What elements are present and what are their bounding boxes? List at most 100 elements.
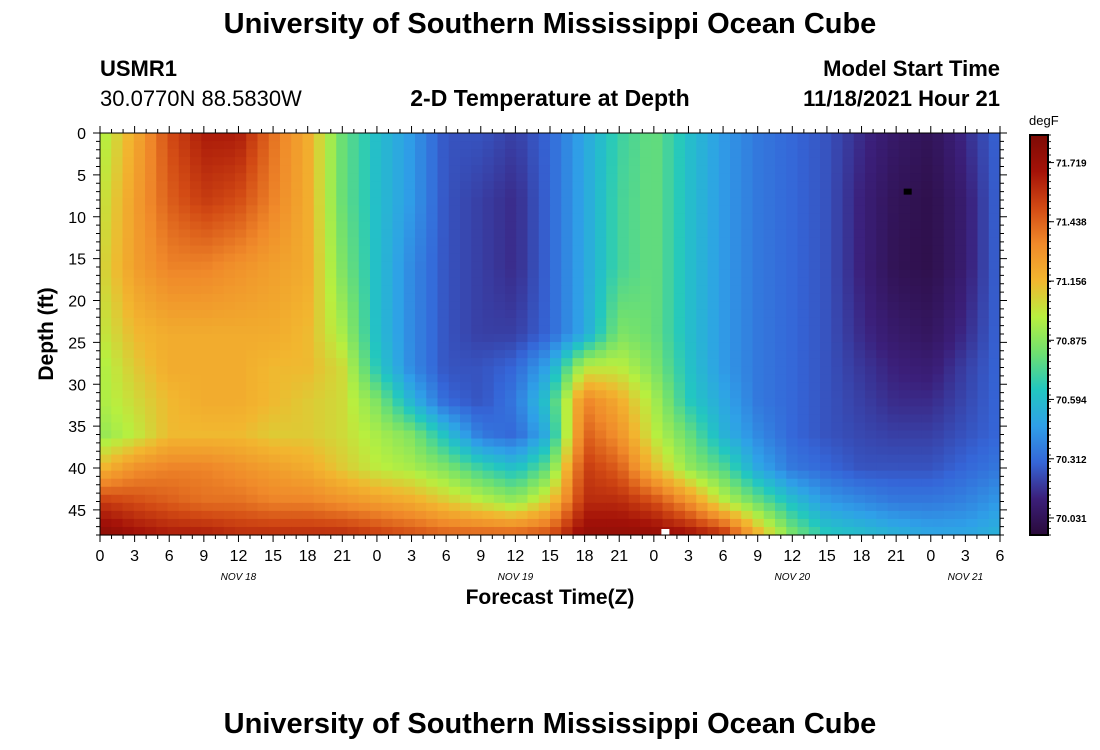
heatmap-cell xyxy=(943,398,956,407)
heatmap-cell xyxy=(898,398,911,407)
heatmap-cell xyxy=(403,358,416,367)
heatmap-cell xyxy=(831,446,844,456)
heatmap-cell xyxy=(505,390,517,399)
heatmap-cell xyxy=(280,438,292,448)
heatmap-cell xyxy=(538,149,551,158)
heatmap-cell xyxy=(651,173,664,182)
heatmap-cell xyxy=(493,165,506,174)
heatmap-cell xyxy=(145,334,157,343)
heatmap-cell xyxy=(775,157,787,166)
heatmap-cell xyxy=(403,350,416,359)
heatmap-cell xyxy=(583,350,596,359)
heatmap-cell xyxy=(910,301,922,311)
heatmap-cell xyxy=(381,518,394,528)
heatmap-cell xyxy=(325,269,337,279)
heatmap-cell xyxy=(437,165,450,174)
heatmap-cell xyxy=(932,446,945,456)
heatmap-cell xyxy=(505,486,517,496)
heatmap-cell xyxy=(460,133,472,142)
heatmap-cell xyxy=(561,398,574,407)
heatmap-cell xyxy=(876,237,889,247)
heatmap-cell xyxy=(527,221,540,231)
heatmap-cell xyxy=(696,374,709,383)
heatmap-cell xyxy=(167,285,180,295)
heatmap-cell xyxy=(201,510,214,520)
heatmap-cell xyxy=(313,382,326,391)
heatmap-cell xyxy=(336,414,349,424)
heatmap-cell xyxy=(482,342,495,351)
heatmap-cell xyxy=(797,325,810,335)
heatmap-cell xyxy=(808,382,821,391)
heatmap-cell xyxy=(977,317,990,327)
heatmap-cell xyxy=(167,398,180,407)
heatmap-cell xyxy=(955,261,967,271)
heatmap-cell xyxy=(133,237,146,247)
heatmap-cell xyxy=(133,253,146,263)
heatmap-cell xyxy=(718,518,731,528)
heatmap-cell xyxy=(100,181,112,190)
heatmap-cell xyxy=(673,446,686,456)
heatmap-cell xyxy=(853,342,866,351)
heatmap-cell xyxy=(842,261,855,271)
heatmap-cell xyxy=(752,494,765,504)
heatmap-cell xyxy=(156,382,169,391)
heatmap-cell xyxy=(752,205,765,214)
heatmap-cell xyxy=(426,430,439,440)
heatmap-cell xyxy=(606,438,619,448)
heatmap-cell xyxy=(370,245,382,255)
heatmap-cell xyxy=(673,486,686,496)
heatmap-cell xyxy=(808,366,821,375)
heatmap-cell xyxy=(426,398,439,407)
heatmap-cell xyxy=(752,269,765,279)
heatmap-cell xyxy=(808,325,821,335)
heatmap-cell xyxy=(313,398,326,407)
heatmap-cell xyxy=(550,438,562,448)
heatmap-cell xyxy=(482,229,495,239)
heatmap-cell xyxy=(370,398,382,407)
heatmap-cell xyxy=(718,454,731,464)
heatmap-cell xyxy=(865,342,877,351)
heatmap-cell xyxy=(606,486,619,496)
heatmap-cell xyxy=(696,518,709,528)
heatmap-cell xyxy=(640,470,652,480)
heatmap-cell xyxy=(313,422,326,432)
heatmap-cell xyxy=(842,438,855,448)
heatmap-cell xyxy=(561,277,574,287)
heatmap-cell xyxy=(403,245,416,255)
heatmap-cell xyxy=(651,478,664,488)
heatmap-cell xyxy=(595,462,607,472)
heatmap-cell xyxy=(122,173,135,182)
station-id: USMR1 xyxy=(100,56,178,81)
heatmap-cell xyxy=(302,293,315,303)
heatmap-cell xyxy=(325,133,337,142)
heatmap-cell xyxy=(640,422,652,432)
heatmap-cell xyxy=(100,470,112,480)
heatmap-cell xyxy=(876,165,889,174)
heatmap-cell xyxy=(797,245,810,255)
heatmap-cell xyxy=(932,518,945,528)
heatmap-cell xyxy=(516,478,529,488)
heatmap-cell xyxy=(178,133,191,142)
heatmap-cell xyxy=(302,133,315,142)
heatmap-cell xyxy=(133,374,146,383)
heatmap-cell xyxy=(752,261,765,271)
heatmap-cell xyxy=(370,382,382,391)
heatmap-cell xyxy=(763,133,776,142)
heatmap-cell xyxy=(313,390,326,399)
heatmap-cell xyxy=(212,366,225,375)
heatmap-cell xyxy=(640,366,652,375)
heatmap-cell xyxy=(313,293,326,303)
heatmap-cell xyxy=(853,518,866,528)
heatmap-cell xyxy=(595,261,607,271)
heatmap-cell xyxy=(595,366,607,375)
heatmap-cell xyxy=(943,350,956,359)
heatmap-cell xyxy=(808,438,821,448)
heatmap-cell xyxy=(358,197,371,206)
heatmap-cell xyxy=(448,157,461,166)
heatmap-cell xyxy=(223,181,236,190)
heatmap-cell xyxy=(133,165,146,174)
heatmap-cell xyxy=(696,510,709,520)
heatmap-cell xyxy=(752,133,765,142)
heatmap-cell xyxy=(685,173,697,182)
heatmap-cell xyxy=(493,502,506,512)
